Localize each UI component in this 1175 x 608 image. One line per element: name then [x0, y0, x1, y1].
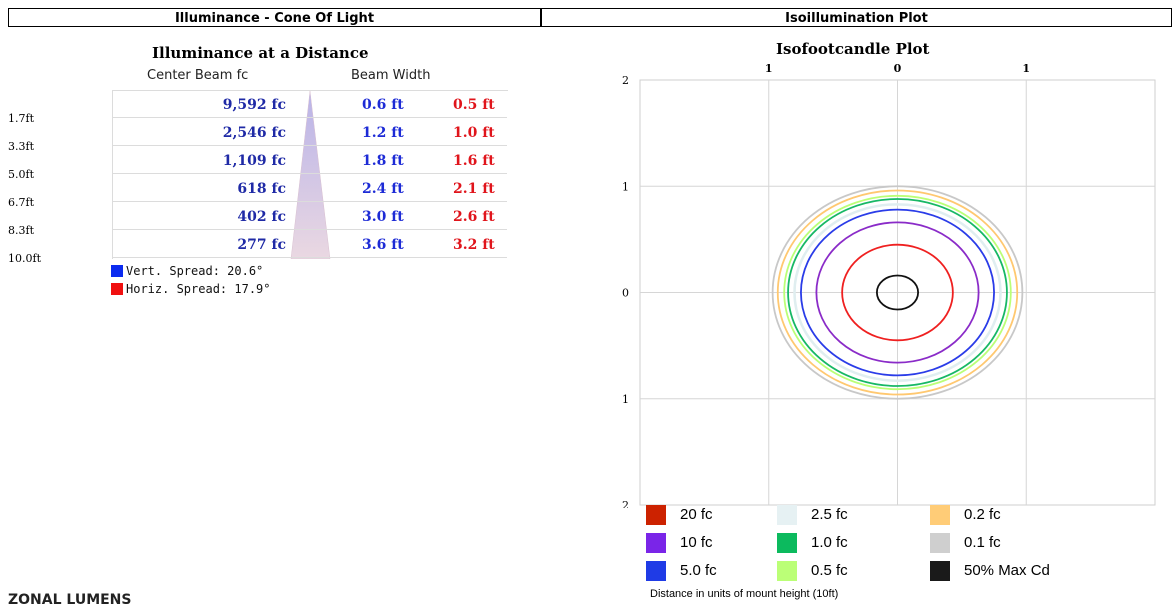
distance-label: 6.7ft [8, 196, 34, 209]
table-row: 618 fc 2.4 ft 2.1 ft [112, 179, 507, 202]
horiz-width-value: 1.6 ft [453, 153, 495, 169]
contour-5-0-fc [800, 208, 995, 377]
vert-width-value: 1.8 ft [362, 153, 404, 169]
center-beam-value: 402 fc [237, 209, 286, 225]
plot-grid [639, 79, 1156, 506]
table-row: 277 fc 3.6 ft 3.2 ft [112, 235, 507, 258]
legend-label: 10 fc [680, 534, 713, 551]
iso-chart-title: Isofootcandle Plot [776, 40, 930, 58]
legend-label: 1.0 fc [811, 534, 848, 551]
plot-contours [771, 185, 1024, 400]
contour-2-5-fc [793, 203, 1002, 382]
contour-0-1-fc [771, 185, 1024, 400]
horiz-width-value: 2.6 ft [453, 209, 495, 225]
center-beam-value: 1,109 fc [222, 153, 286, 169]
contour-50-max-cd [875, 274, 919, 311]
distance-label: 3.3ft [8, 140, 34, 153]
column-header-center-beam: Center Beam fc [147, 68, 249, 83]
horiz-spread-label: Horiz. Spread: 17.9° [126, 282, 271, 296]
table-row: 402 fc 3.0 ft 2.6 ft [112, 207, 507, 230]
contour-0-2-fc [776, 189, 1019, 396]
contour-1-0-fc [787, 198, 1008, 387]
isofootcandle-plot: 1 0 1 2 1 0 1 2 [622, 62, 1156, 508]
legend-vert-spread: Vert. Spread: 20.6° [111, 264, 263, 278]
legend-swatch [777, 505, 797, 525]
table-row: 9,592 fc 0.6 ft 0.5 ft [112, 95, 507, 118]
legend-label: 5.0 fc [680, 562, 717, 579]
vert-width-value: 2.4 ft [362, 181, 404, 197]
center-beam-value: 9,592 fc [222, 97, 286, 113]
legend-swatch [777, 533, 797, 553]
vert-width-value: 1.2 ft [362, 125, 404, 141]
zonal-lumens-heading: ZONAL LUMENS [8, 592, 132, 608]
horiz-width-value: 3.2 ft [453, 237, 495, 253]
legend-label: 0.5 fc [811, 562, 848, 579]
horiz-width-value: 0.5 ft [453, 97, 495, 113]
x-tick-label: 1 [765, 62, 773, 75]
cone-chart-title: Illuminance at a Distance [152, 44, 369, 62]
table-row: 2,546 fc 1.2 ft 1.0 ft [112, 123, 507, 146]
table-row: 1,109 fc 1.8 ft 1.6 ft [112, 151, 507, 174]
column-header-beam-width: Beam Width [351, 68, 431, 83]
center-beam-value: 618 fc [237, 181, 286, 197]
contour-0-5-fc [783, 194, 1012, 391]
legend-label: 20 fc [680, 506, 713, 523]
header-cone-of-light: Illuminance - Cone Of Light [8, 8, 541, 27]
legend-label: 0.2 fc [964, 506, 1001, 523]
vert-spread-swatch [111, 265, 123, 277]
x-tick-label: 0 [894, 62, 902, 75]
legend-swatch [930, 505, 950, 525]
x-tick-label: 1 [1022, 62, 1030, 75]
vert-width-value: 3.0 ft [362, 209, 404, 225]
vert-width-value: 3.6 ft [362, 237, 404, 253]
legend-swatch [930, 533, 950, 553]
y-tick-label: 1 [622, 180, 629, 193]
y-tick-label: 0 [622, 287, 629, 300]
legend-swatch [777, 561, 797, 581]
distance-label: 8.3ft [8, 224, 34, 237]
legend-swatch [646, 561, 666, 581]
vert-width-value: 0.6 ft [362, 97, 404, 113]
horiz-width-value: 2.1 ft [453, 181, 495, 197]
contour-10-fc [815, 221, 980, 364]
distance-label: 1.7ft [8, 112, 34, 125]
legend-swatch [930, 561, 950, 581]
horiz-width-value: 1.0 ft [453, 125, 495, 141]
cone-table-grid [112, 90, 508, 259]
legend-label: 2.5 fc [811, 506, 848, 523]
distance-label: 10.0ft [8, 252, 41, 265]
horiz-spread-swatch [111, 283, 123, 295]
y-tick-label: 1 [622, 393, 629, 406]
legend-label: 50% Max Cd [964, 562, 1050, 579]
plot-ticks: 1 0 1 2 1 0 1 2 [622, 62, 1030, 508]
legend-horiz-spread: Horiz. Spread: 17.9° [111, 282, 271, 296]
beam-cone [290, 91, 331, 259]
legend-swatch [646, 533, 666, 553]
vert-spread-label: Vert. Spread: 20.6° [126, 264, 264, 278]
legend-label: 0.1 fc [964, 534, 1001, 551]
center-beam-value: 2,546 fc [222, 125, 286, 141]
y-tick-label: 2 [622, 74, 629, 87]
x-axis-caption: Distance in units of mount height (10ft) [650, 588, 839, 600]
y-tick-label: 2 [622, 499, 629, 508]
center-beam-value: 277 fc [237, 237, 286, 253]
contour-20-fc [841, 243, 954, 342]
header-isoillumination: Isoillumination Plot [540, 8, 1172, 27]
legend-swatch [646, 505, 666, 525]
cone-shape-svg [290, 91, 331, 259]
distance-label: 5.0ft [8, 168, 34, 181]
